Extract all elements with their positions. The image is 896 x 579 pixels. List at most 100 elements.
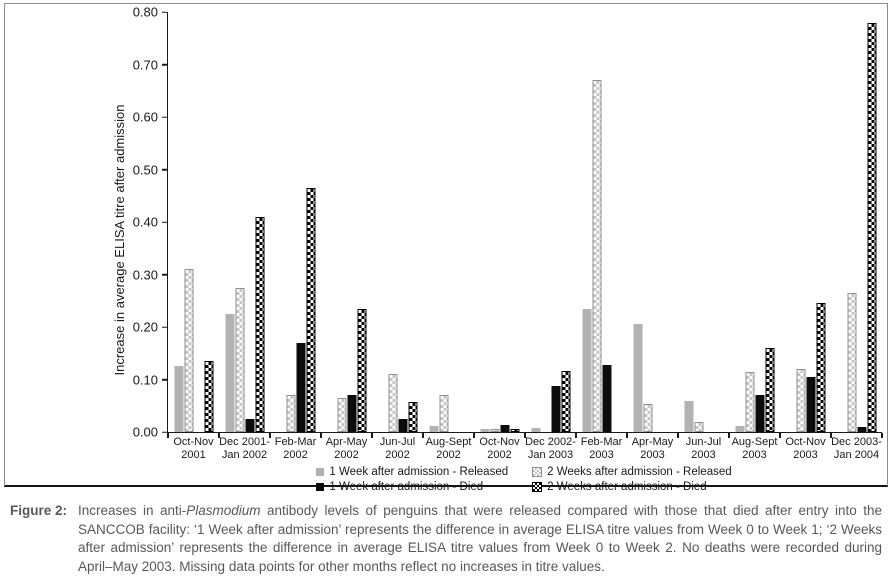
bar-slot [816, 12, 825, 432]
x-axis-label: Feb-Mar 2002 [274, 436, 317, 461]
x-axis-label: Oct-Nov 2002 [479, 436, 520, 461]
x-tick-mark [320, 433, 322, 438]
bar-slot [204, 12, 213, 432]
y-tick-mark [162, 273, 167, 276]
bar [755, 395, 764, 432]
figure-panel: Increase in average ELISA titre after ad… [4, 3, 888, 493]
bar [388, 374, 397, 432]
bar [306, 187, 315, 432]
bar [582, 308, 591, 432]
bar-slot [745, 12, 754, 432]
bar [633, 324, 642, 432]
figure-caption-label: Figure 2: [10, 503, 68, 518]
bar-slot [684, 12, 693, 432]
bar-slot [398, 12, 407, 432]
y-tick-label: 0.40 [132, 214, 158, 230]
y-tick-mark [162, 116, 167, 118]
bar [602, 365, 611, 432]
y-tick-mark [162, 378, 167, 381]
y-axis-title: Increase in average ELISA titre after ad… [111, 104, 127, 376]
bar [408, 402, 417, 432]
bar-slot [857, 12, 866, 432]
bar-slots [378, 12, 417, 432]
bar-slots [429, 12, 468, 432]
bar-slot [592, 12, 601, 432]
legend-item: 1 Week after admission - Died [316, 481, 508, 493]
bar-slot [245, 12, 254, 432]
bar-slot [225, 12, 234, 432]
y-tick-label: 0.00 [132, 424, 158, 440]
bar-group: Oct-Nov 2001 [168, 12, 219, 461]
legend-label: 1 Week after admission - Released [329, 466, 509, 478]
bar-group: Aug-Sept 2003 [729, 12, 780, 461]
bar-slot [847, 12, 856, 432]
bar-group: Feb-Mar 2002 [270, 12, 321, 461]
bar [510, 428, 519, 432]
bar-slot [194, 12, 203, 432]
y-tick-mark [162, 168, 167, 171]
bar-slot [602, 12, 611, 432]
bar [174, 366, 183, 432]
bar-group: Dec 2001- Jan 2002 [219, 12, 270, 461]
bar [643, 404, 652, 432]
legend-label: 2 Weeks after admission - Released [547, 466, 732, 478]
plot-area: Oct-Nov 2001 Dec 2001- Jan 2002 Feb-Mar 2002 A… [133, 5, 883, 461]
bar-slot [541, 12, 550, 432]
bar-slots [582, 12, 621, 432]
y-tick-label: 0.50 [132, 162, 158, 177]
bar-slot [337, 12, 346, 432]
bar-group: Apr-May 2003 [627, 12, 678, 461]
legend-swatch-checkered-black-icon [532, 482, 543, 492]
bar [867, 22, 876, 432]
bar [847, 292, 856, 432]
bar-slot [388, 12, 397, 432]
bar [592, 80, 601, 432]
x-axis-label: Aug-Sept 2003 [731, 436, 778, 461]
legend-item: 1 Week after admission - Released [316, 466, 508, 478]
bar-slots [480, 12, 519, 432]
bar [398, 418, 407, 432]
y-tick-mark [162, 11, 167, 13]
legend-swatch-solid-gray-icon [316, 468, 325, 476]
bar [439, 395, 448, 432]
bar-slot [408, 12, 417, 432]
bar [286, 395, 295, 432]
figure-caption: Figure 2: Increases in anti-Plasmodium a… [10, 502, 886, 576]
bar-slot [561, 12, 570, 432]
legend-item: 2 Weeks after admission - Released [532, 466, 732, 478]
y-tick-label: 0.80 [132, 4, 158, 20]
bar [816, 303, 825, 432]
bar [857, 426, 866, 432]
bar-group: Jun-Jul 2002 [372, 12, 423, 461]
bar-group: Oct-Nov 2003 [780, 12, 831, 461]
bar-slots [225, 12, 264, 432]
bar-group: Jun-Jul 2003 [678, 12, 729, 461]
bar [796, 369, 805, 432]
y-tick-mark [162, 326, 167, 328]
bar-slot [653, 12, 662, 432]
x-axis-label: Dec 2003- Jan 2004 [831, 436, 882, 461]
bar-group: Aug-Sept 2002 [423, 12, 474, 461]
bar-slots [327, 12, 366, 432]
bar-slot [582, 12, 591, 432]
bar-slot [439, 12, 448, 432]
bar-slots [786, 12, 825, 432]
x-tick-mark [218, 433, 220, 438]
x-tick-mark [371, 433, 373, 438]
y-tick-mark [162, 431, 167, 433]
bar-slot [755, 12, 764, 432]
x-tick-mark [524, 433, 526, 438]
x-axis-label: Jun-Jul 2003 [685, 436, 722, 461]
bar [347, 395, 356, 432]
bar-slot [378, 12, 387, 432]
bar-slots [531, 12, 570, 432]
bar [225, 313, 234, 432]
legend-swatch-checkered-gray-icon [532, 467, 543, 477]
bar [694, 421, 703, 432]
bar-group: Dec 2002- Jan 2003 [525, 12, 576, 461]
bar-slot [429, 12, 438, 432]
bar-slot [786, 12, 795, 432]
bar-slot [704, 12, 713, 432]
bar [745, 371, 754, 432]
bar-slot [663, 12, 672, 432]
